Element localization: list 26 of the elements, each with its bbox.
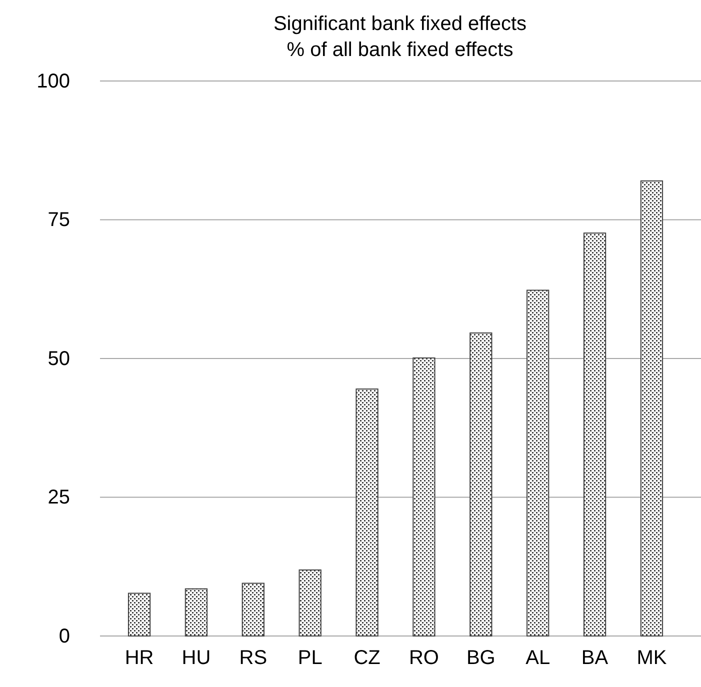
x-tick-label: HU bbox=[182, 647, 211, 670]
x-tick-label: RO bbox=[408, 647, 439, 670]
chart-title: Significant bank fixed effects % of all bank fixed effects bbox=[273, 13, 527, 61]
x-tick-label: MK bbox=[636, 647, 668, 670]
x-tick-label: BA bbox=[581, 647, 609, 670]
bar bbox=[242, 582, 264, 636]
y-tick-label: 0 bbox=[58, 625, 70, 648]
bar bbox=[526, 290, 550, 636]
bar bbox=[184, 588, 208, 636]
bar bbox=[583, 232, 606, 636]
bar bbox=[128, 592, 151, 636]
x-tick-label: AL bbox=[526, 647, 550, 670]
x-tick-label: BG bbox=[466, 647, 496, 670]
bar bbox=[470, 332, 492, 636]
y-tick-label: 25 bbox=[48, 486, 70, 509]
bar bbox=[412, 357, 436, 636]
bar bbox=[356, 388, 378, 636]
bar bbox=[640, 180, 664, 636]
y-tick-label: 50 bbox=[48, 348, 70, 370]
x-tick-label: PL bbox=[298, 647, 322, 670]
x-tick-label: RS bbox=[239, 647, 268, 670]
x-tick-label: CZ bbox=[354, 647, 380, 670]
bar bbox=[298, 569, 322, 636]
y-tick-label: 100 bbox=[36, 70, 70, 92]
x-tick-label: HR bbox=[124, 647, 154, 670]
y-tick-label: 75 bbox=[48, 209, 70, 232]
